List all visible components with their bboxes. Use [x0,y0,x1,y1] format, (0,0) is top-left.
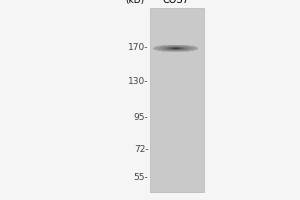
Text: 170-: 170- [128,44,148,52]
Text: 130-: 130- [128,76,148,86]
FancyBboxPatch shape [150,8,204,192]
Text: 95-: 95- [134,114,148,122]
Text: COS7: COS7 [162,0,189,5]
Text: (kD): (kD) [125,0,144,5]
Text: 55-: 55- [134,172,148,182]
Text: 72-: 72- [134,144,148,154]
